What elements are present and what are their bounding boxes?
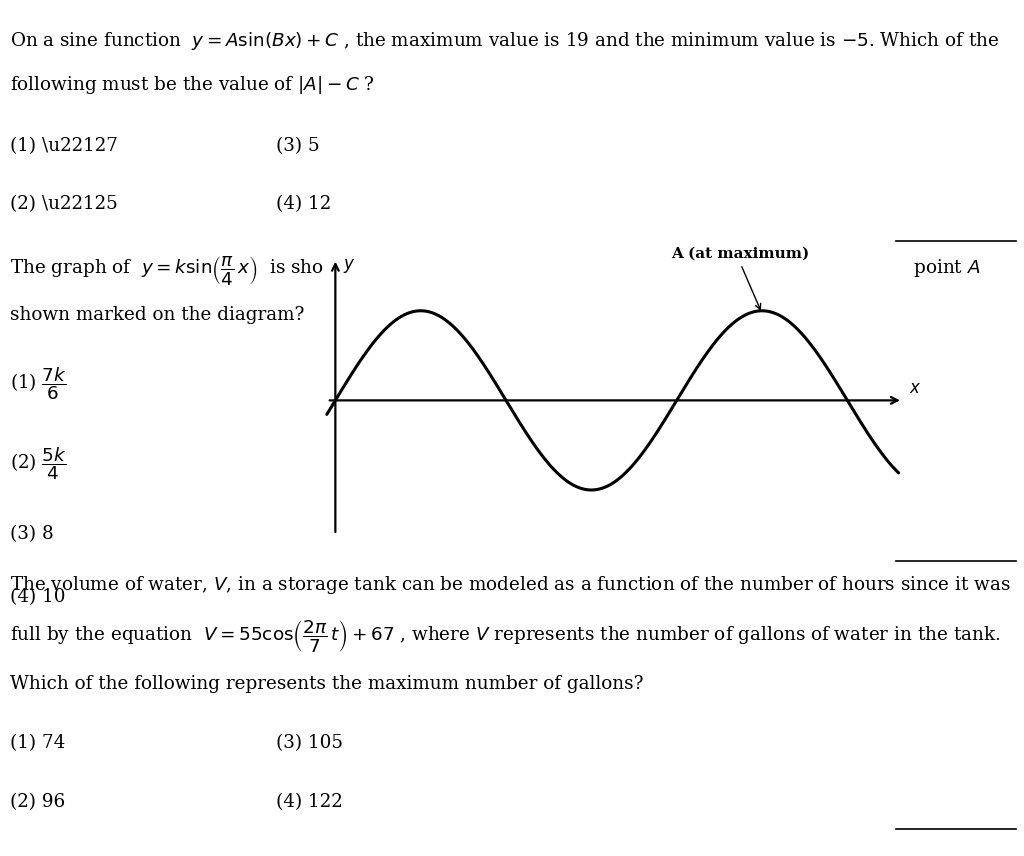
Text: (1) $\dfrac{7k}{6}$: (1) $\dfrac{7k}{6}$ bbox=[10, 366, 67, 402]
Text: shown marked on the diagram?: shown marked on the diagram? bbox=[10, 306, 304, 324]
Text: full by the equation  $V = 55\cos\!\left(\dfrac{2\pi}{7}\,t\right)+67$ , where $: full by the equation $V = 55\cos\!\left(… bbox=[10, 618, 1000, 654]
Text: (2) $\dfrac{5k}{4}$: (2) $\dfrac{5k}{4}$ bbox=[10, 445, 67, 482]
Text: Which of the following represents the maximum number of gallons?: Which of the following represents the ma… bbox=[10, 675, 644, 693]
Text: The volume of water, $V$, in a storage tank can be modeled as a function of the : The volume of water, $V$, in a storage t… bbox=[10, 574, 1011, 596]
Text: (3) 8: (3) 8 bbox=[10, 525, 54, 543]
Text: (2) \u22125: (2) \u22125 bbox=[10, 195, 118, 213]
Text: (2) 96: (2) 96 bbox=[10, 793, 66, 811]
Text: On a sine function  $y = A\sin(Bx)+C$ , the maximum value is 19 and the minimum : On a sine function $y = A\sin(Bx)+C$ , t… bbox=[10, 30, 999, 52]
Text: $y$: $y$ bbox=[343, 257, 355, 275]
Text: $x$: $x$ bbox=[909, 380, 922, 397]
Text: (1) 74: (1) 74 bbox=[10, 734, 66, 752]
Text: following must be the value of $|A|-C$ ?: following must be the value of $|A|-C$ ? bbox=[10, 74, 375, 97]
Text: (3) 5: (3) 5 bbox=[276, 137, 321, 155]
Text: (4) 10: (4) 10 bbox=[10, 588, 66, 606]
Text: (4) 122: (4) 122 bbox=[276, 793, 343, 811]
Text: (4) 12: (4) 12 bbox=[276, 195, 332, 213]
Text: A (at maximum): A (at maximum) bbox=[672, 247, 810, 260]
Text: (1) \u22127: (1) \u22127 bbox=[10, 137, 118, 155]
Text: (3) 105: (3) 105 bbox=[276, 734, 343, 752]
Text: The graph of  $y = k\sin\!\left(\dfrac{\pi}{4}\,x\right)$  is shown below for un: The graph of $y = k\sin\!\left(\dfrac{\p… bbox=[10, 254, 981, 288]
